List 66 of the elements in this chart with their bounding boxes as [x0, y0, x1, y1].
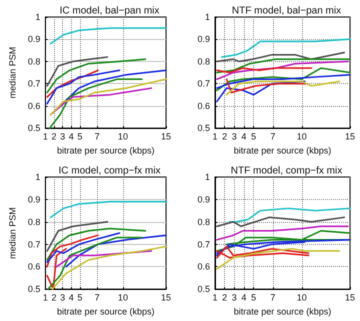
x-tick-label: 2 [52, 292, 57, 303]
x-tick-label: 15 [160, 292, 172, 303]
x-tick-label: 2 [52, 132, 57, 142]
x-axis-title: bitrate per source (kbps) [234, 146, 332, 156]
y-tick-label: 1 [35, 12, 40, 22]
y-tick-label: 0.6 [197, 262, 210, 272]
y-tick-label: 1 [35, 172, 40, 182]
y-tick-label: 0.7 [28, 239, 40, 250]
y-tick-label: 0.5 [28, 123, 40, 134]
y-tick-label: 0.8 [197, 56, 210, 66]
y-tick-label: 0.8 [197, 216, 210, 227]
x-tick-label: 7 [270, 292, 276, 303]
y-tick-label: 0.7 [197, 78, 210, 89]
y-tick-label: 0.6 [28, 262, 40, 272]
chart-title: NTF model, bal−pan mix [232, 6, 342, 16]
x-tick-label: 10 [296, 132, 307, 142]
y-tick-label: 0.8 [28, 56, 40, 66]
y-tick-label: 0.9 [28, 194, 40, 204]
x-tick-label: 1 [42, 292, 48, 303]
x-tick-label: 7 [94, 132, 100, 142]
x-tick-label: 10 [118, 132, 128, 142]
x-tick-label: 15 [344, 132, 356, 142]
x-tick-label: 4 [241, 132, 246, 142]
x-axis-title: bitrate per source (kbps) [56, 146, 154, 156]
x-axis-title: bitrate per source (kbps) [56, 306, 154, 316]
x-tick-label: 4 [241, 292, 246, 303]
y-tick-label: 0.5 [28, 284, 40, 294]
x-tick-label: 4 [68, 292, 74, 303]
x-tick-label: 3 [60, 132, 66, 142]
x-tick-label: 7 [94, 292, 100, 303]
y-tick-label: 0.8 [28, 216, 40, 227]
x-tick-label: 10 [118, 292, 128, 303]
x-tick-label: 5 [251, 292, 256, 303]
y-tick-label: 1 [204, 172, 210, 182]
x-tick-label: 5 [251, 132, 256, 142]
x-tick-label: 2 [222, 292, 228, 303]
x-tick-label: 5 [77, 292, 82, 303]
x-tick-label: 15 [160, 132, 172, 142]
y-axis-title: median PSM [8, 207, 18, 259]
x-tick-label: 7 [270, 132, 276, 142]
y-tick-label: 0.6 [197, 100, 210, 111]
chart-title: IC model, bal−pan mix [60, 6, 160, 16]
y-tick-label: 0.6 [28, 100, 40, 111]
x-tick-label: 1 [212, 292, 218, 303]
y-tick-label: 0.5 [197, 123, 210, 134]
x-tick-label: 2 [222, 132, 228, 142]
y-tick-label: 1 [204, 12, 210, 22]
x-tick-label: 1 [42, 132, 48, 142]
x-tick-label: 15 [344, 292, 356, 303]
y-tick-label: 0.7 [197, 239, 210, 250]
y-axis-title: median PSM [8, 46, 18, 98]
x-tick-label: 1 [212, 132, 218, 142]
x-tick-label: 3 [232, 292, 237, 303]
y-tick-label: 0.7 [28, 78, 40, 89]
chart-title: IC model, comp−fx mix [58, 166, 160, 176]
x-tick-label: 4 [68, 132, 74, 142]
x-tick-label: 3 [60, 292, 66, 303]
chart-title: NTF model, comp−fx mix [230, 166, 342, 176]
x-tick-label: 10 [296, 292, 307, 303]
x-tick-label: 3 [232, 132, 237, 142]
y-tick-label: 0.9 [197, 34, 210, 44]
x-tick-label: 5 [77, 132, 82, 142]
y-tick-label: 0.9 [197, 194, 210, 204]
x-axis-title: bitrate per source (kbps) [234, 306, 332, 316]
y-tick-label: 0.5 [197, 284, 210, 294]
y-tick-label: 0.9 [28, 34, 40, 44]
